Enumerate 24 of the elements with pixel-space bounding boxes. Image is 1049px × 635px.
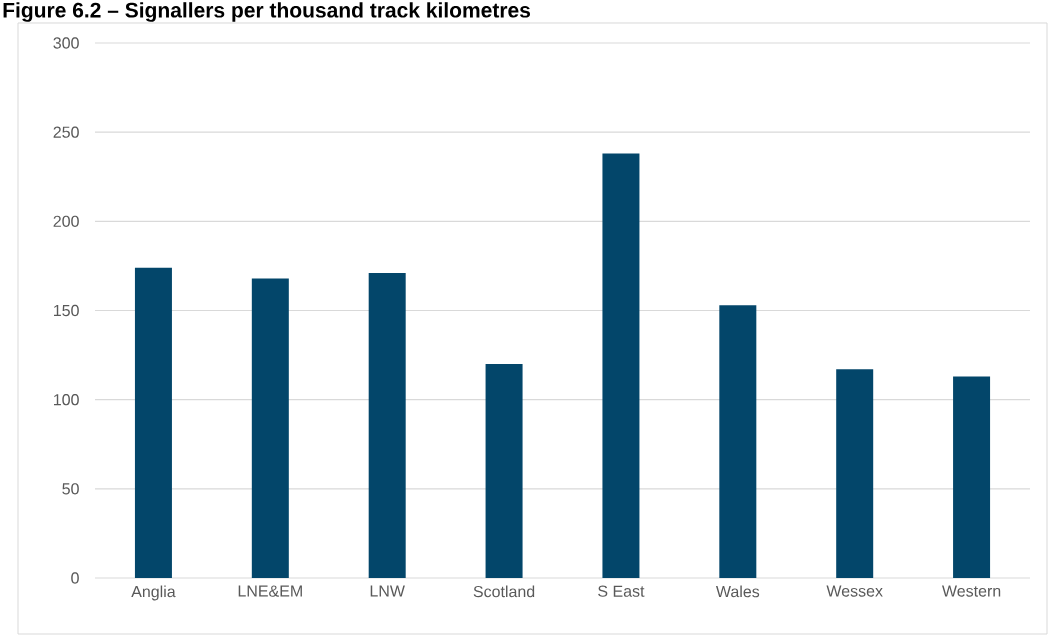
bar bbox=[602, 153, 640, 578]
x-tick-label: Scotland bbox=[473, 585, 535, 598]
x-tick-label: Western bbox=[942, 585, 1001, 597]
y-tick-label: 300 bbox=[53, 37, 79, 49]
y-tick-label: 150 bbox=[54, 304, 79, 317]
bar bbox=[368, 273, 406, 578]
x-tick-label: Anglia bbox=[131, 585, 176, 601]
y-tick-label: 100 bbox=[54, 394, 79, 406]
x-tick-label: LNW bbox=[370, 585, 405, 597]
x-tick-label: LNE&EM bbox=[238, 585, 302, 597]
bar bbox=[485, 364, 523, 578]
bar bbox=[836, 369, 874, 578]
bar bbox=[134, 267, 172, 578]
y-tick-label: 0 bbox=[71, 572, 79, 584]
bar bbox=[953, 376, 991, 578]
x-tick-label: Wales bbox=[715, 585, 760, 598]
chart-title: Figure 6.2 – Signallers per thousand track kilometres bbox=[3, 2, 530, 22]
bar bbox=[719, 305, 757, 578]
y-tick-label: 250 bbox=[53, 126, 79, 138]
y-tick-label: 50 bbox=[62, 483, 79, 495]
bar bbox=[251, 278, 289, 578]
x-tick-label: Wessex bbox=[826, 585, 883, 597]
x-tick-label: S East bbox=[598, 585, 645, 597]
y-tick-label: 200 bbox=[53, 215, 79, 227]
